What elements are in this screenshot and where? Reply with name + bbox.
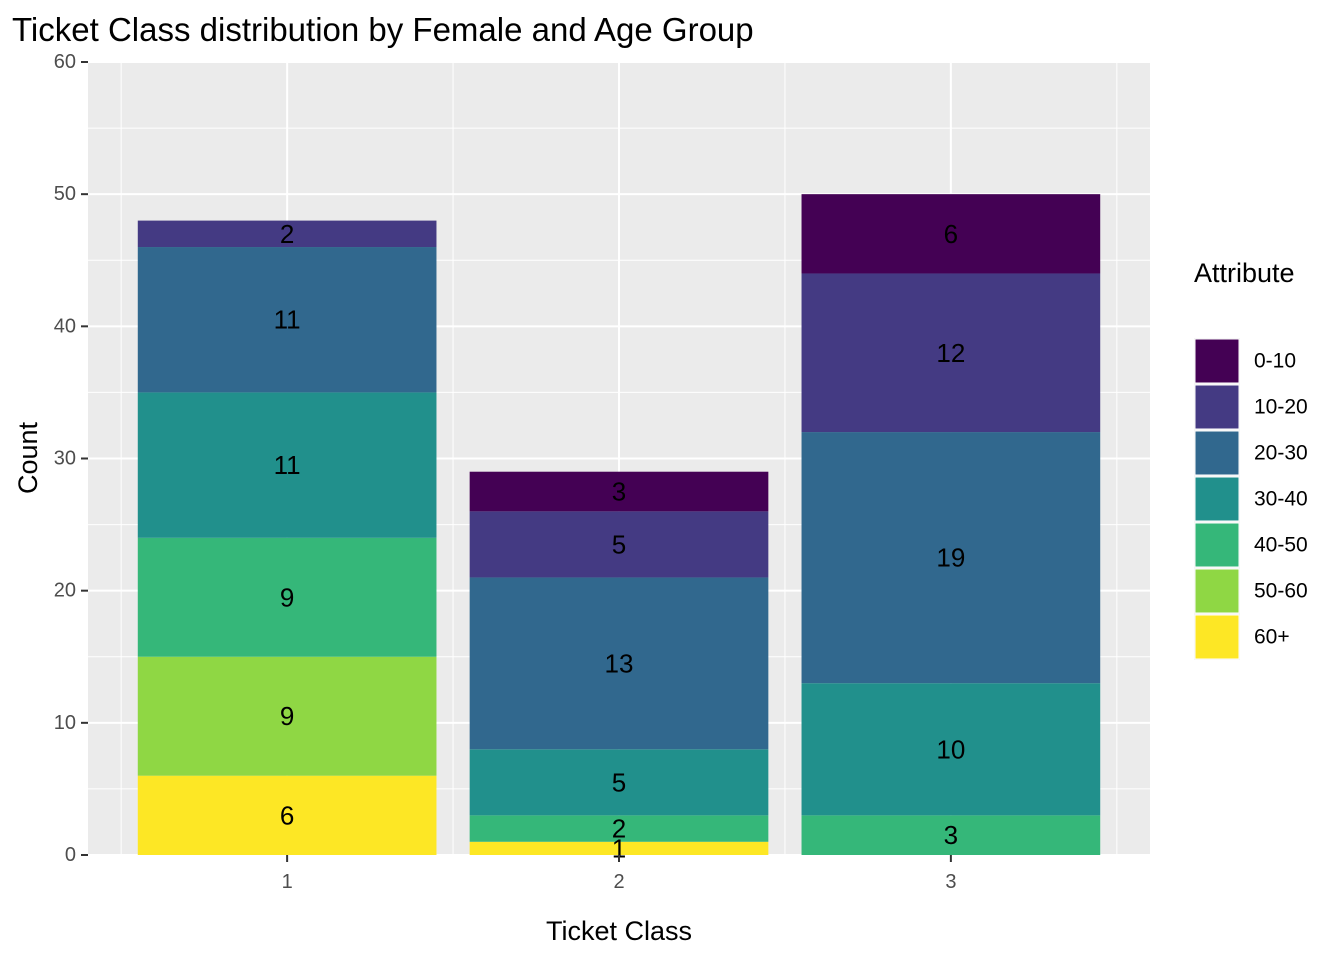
- legend-label: 30-40: [1254, 488, 1308, 511]
- y-axis: 0 10 20 30 40 50 60: [54, 51, 88, 866]
- x-tick-label: 2: [613, 871, 624, 893]
- bar-segment: [801, 815, 1101, 855]
- x-tick-label: 1: [282, 871, 293, 893]
- y-tick-label: 30: [54, 448, 76, 470]
- bar-segment: [137, 220, 437, 248]
- legend-label: 0-10: [1254, 350, 1296, 373]
- legend-item: 50-60: [1194, 568, 1308, 614]
- legend-item: 30-40: [1194, 476, 1308, 522]
- legend-item: 60+: [1194, 614, 1290, 660]
- data-label: 19: [936, 543, 965, 573]
- legend-items: 0-10 10-20 20-30 30-40 40-50 50-60 60+: [1194, 338, 1308, 660]
- bar-segment: [469, 577, 769, 750]
- data-label: 2: [612, 814, 626, 844]
- data-label: 3: [944, 820, 958, 850]
- bar-segment: [469, 815, 769, 842]
- bar-segment: [137, 656, 437, 776]
- data-label: 9: [280, 582, 294, 612]
- bar-segment: [137, 537, 437, 657]
- legend-swatch: [1194, 568, 1240, 614]
- legend-item: 40-50: [1194, 522, 1308, 568]
- data-label: 9: [280, 701, 294, 731]
- legend-label: 10-20: [1254, 396, 1308, 419]
- legend-title: Attribute: [1194, 258, 1295, 288]
- bars: [137, 194, 1101, 855]
- legend: Attribute 0-10 10-20 20-30 30-40 40-50 50-60 6…: [1194, 258, 1308, 660]
- y-tick-label: 0: [65, 844, 76, 866]
- data-label: 11: [274, 450, 301, 480]
- legend-swatch: [1194, 430, 1240, 476]
- data-label: 6: [944, 219, 958, 249]
- bar-segment: [801, 194, 1101, 274]
- legend-swatch: [1194, 338, 1240, 384]
- bar-segment: [801, 273, 1101, 433]
- data-label: 6: [280, 800, 294, 830]
- data-label: 2: [280, 219, 294, 249]
- data-label: 13: [605, 648, 634, 678]
- legend-swatch: [1194, 476, 1240, 522]
- legend-swatch: [1194, 522, 1240, 568]
- bar-segment: [469, 749, 769, 816]
- x-tick-label: 3: [945, 871, 956, 893]
- y-tick-label: 40: [54, 315, 76, 337]
- legend-item: 0-10: [1194, 338, 1296, 384]
- bar-segment: [137, 392, 437, 538]
- legend-item: 20-30: [1194, 430, 1308, 476]
- legend-swatch: [1194, 384, 1240, 430]
- data-label: 11: [274, 305, 301, 335]
- legend-label: 20-30: [1254, 442, 1308, 465]
- x-axis-title: Ticket Class: [546, 916, 692, 946]
- x-axis: 1 2 3: [282, 855, 956, 893]
- legend-label: 60+: [1254, 626, 1290, 649]
- legend-item: 10-20: [1194, 384, 1308, 430]
- data-label: 12: [936, 338, 965, 368]
- legend-swatch: [1194, 614, 1240, 660]
- data-label: 5: [612, 767, 626, 797]
- data-label: 1: [612, 833, 626, 863]
- legend-label: 50-60: [1254, 580, 1308, 603]
- bar-segment: [801, 432, 1101, 684]
- bar-segment: [469, 841, 769, 855]
- bar-segment: [469, 511, 769, 578]
- data-label: 5: [612, 529, 626, 559]
- chart-title: Ticket Class distribution by Female and …: [12, 11, 754, 48]
- bar-segment: [137, 247, 437, 393]
- y-tick-label: 10: [54, 712, 76, 734]
- y-tick-label: 60: [54, 51, 76, 73]
- bar-segment: [137, 775, 437, 855]
- data-label: 10: [936, 734, 965, 764]
- data-label: 3: [612, 477, 626, 507]
- y-tick-label: 20: [54, 580, 76, 602]
- y-axis-title: Count: [13, 421, 43, 494]
- bar-segment: [801, 683, 1101, 816]
- bar-segment: [469, 471, 769, 512]
- legend-label: 40-50: [1254, 534, 1308, 557]
- y-tick-label: 50: [54, 183, 76, 205]
